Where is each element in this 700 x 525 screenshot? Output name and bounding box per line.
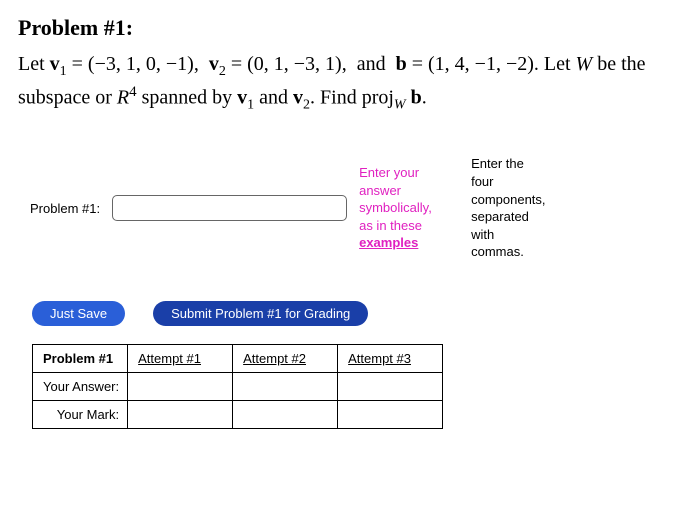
hint-line: Enter your xyxy=(359,165,419,180)
table-col-attempt1: Attempt #1 xyxy=(128,344,233,372)
submit-grading-button[interactable]: Submit Problem #1 for Grading xyxy=(153,301,368,326)
hint-line: answer xyxy=(359,183,401,198)
hint-line: components, xyxy=(471,192,545,207)
table-cell xyxy=(233,400,338,428)
hint-line: four xyxy=(471,174,493,189)
hint-line: commas. xyxy=(471,244,524,259)
attempt-3-link[interactable]: Attempt #3 xyxy=(348,351,411,366)
hint-symbolic: Enter your answer symbolically, as in th… xyxy=(359,164,459,252)
problem-statement: Let v1 = (−3, 1, 0, −1), v2 = (0, 1, −3,… xyxy=(18,51,682,115)
table-col-attempt3: Attempt #3 xyxy=(338,344,443,372)
table-header-problem: Problem #1 xyxy=(33,344,128,372)
examples-link[interactable]: examples xyxy=(359,235,418,250)
table-col-attempt2: Attempt #2 xyxy=(233,344,338,372)
table-cell xyxy=(233,372,338,400)
attempt-2-link[interactable]: Attempt #2 xyxy=(243,351,306,366)
hint-line: symbolically, xyxy=(359,200,432,215)
table-cell xyxy=(338,400,443,428)
problem-heading: Problem #1: xyxy=(18,15,682,41)
hint-line: with xyxy=(471,227,494,242)
row-your-mark: Your Mark: xyxy=(33,400,128,428)
hint-line: as in these xyxy=(359,218,422,233)
attempts-table: Problem #1 Attempt #1 Attempt #2 Attempt… xyxy=(32,344,443,429)
hint-components: Enter the four components, separated wit… xyxy=(471,155,581,260)
answer-label: Problem #1: xyxy=(18,201,100,216)
answer-row: Problem #1: Enter your answer symbolical… xyxy=(18,155,682,260)
just-save-button[interactable]: Just Save xyxy=(32,301,125,326)
table-cell xyxy=(338,372,443,400)
row-your-answer: Your Answer: xyxy=(33,372,128,400)
attempt-1-link[interactable]: Attempt #1 xyxy=(138,351,201,366)
button-row: Just Save Submit Problem #1 for Grading xyxy=(18,301,682,326)
table-cell xyxy=(128,372,233,400)
hint-line: separated xyxy=(471,209,529,224)
hint-line: Enter the xyxy=(471,156,524,171)
table-cell xyxy=(128,400,233,428)
answer-input[interactable] xyxy=(112,195,347,221)
